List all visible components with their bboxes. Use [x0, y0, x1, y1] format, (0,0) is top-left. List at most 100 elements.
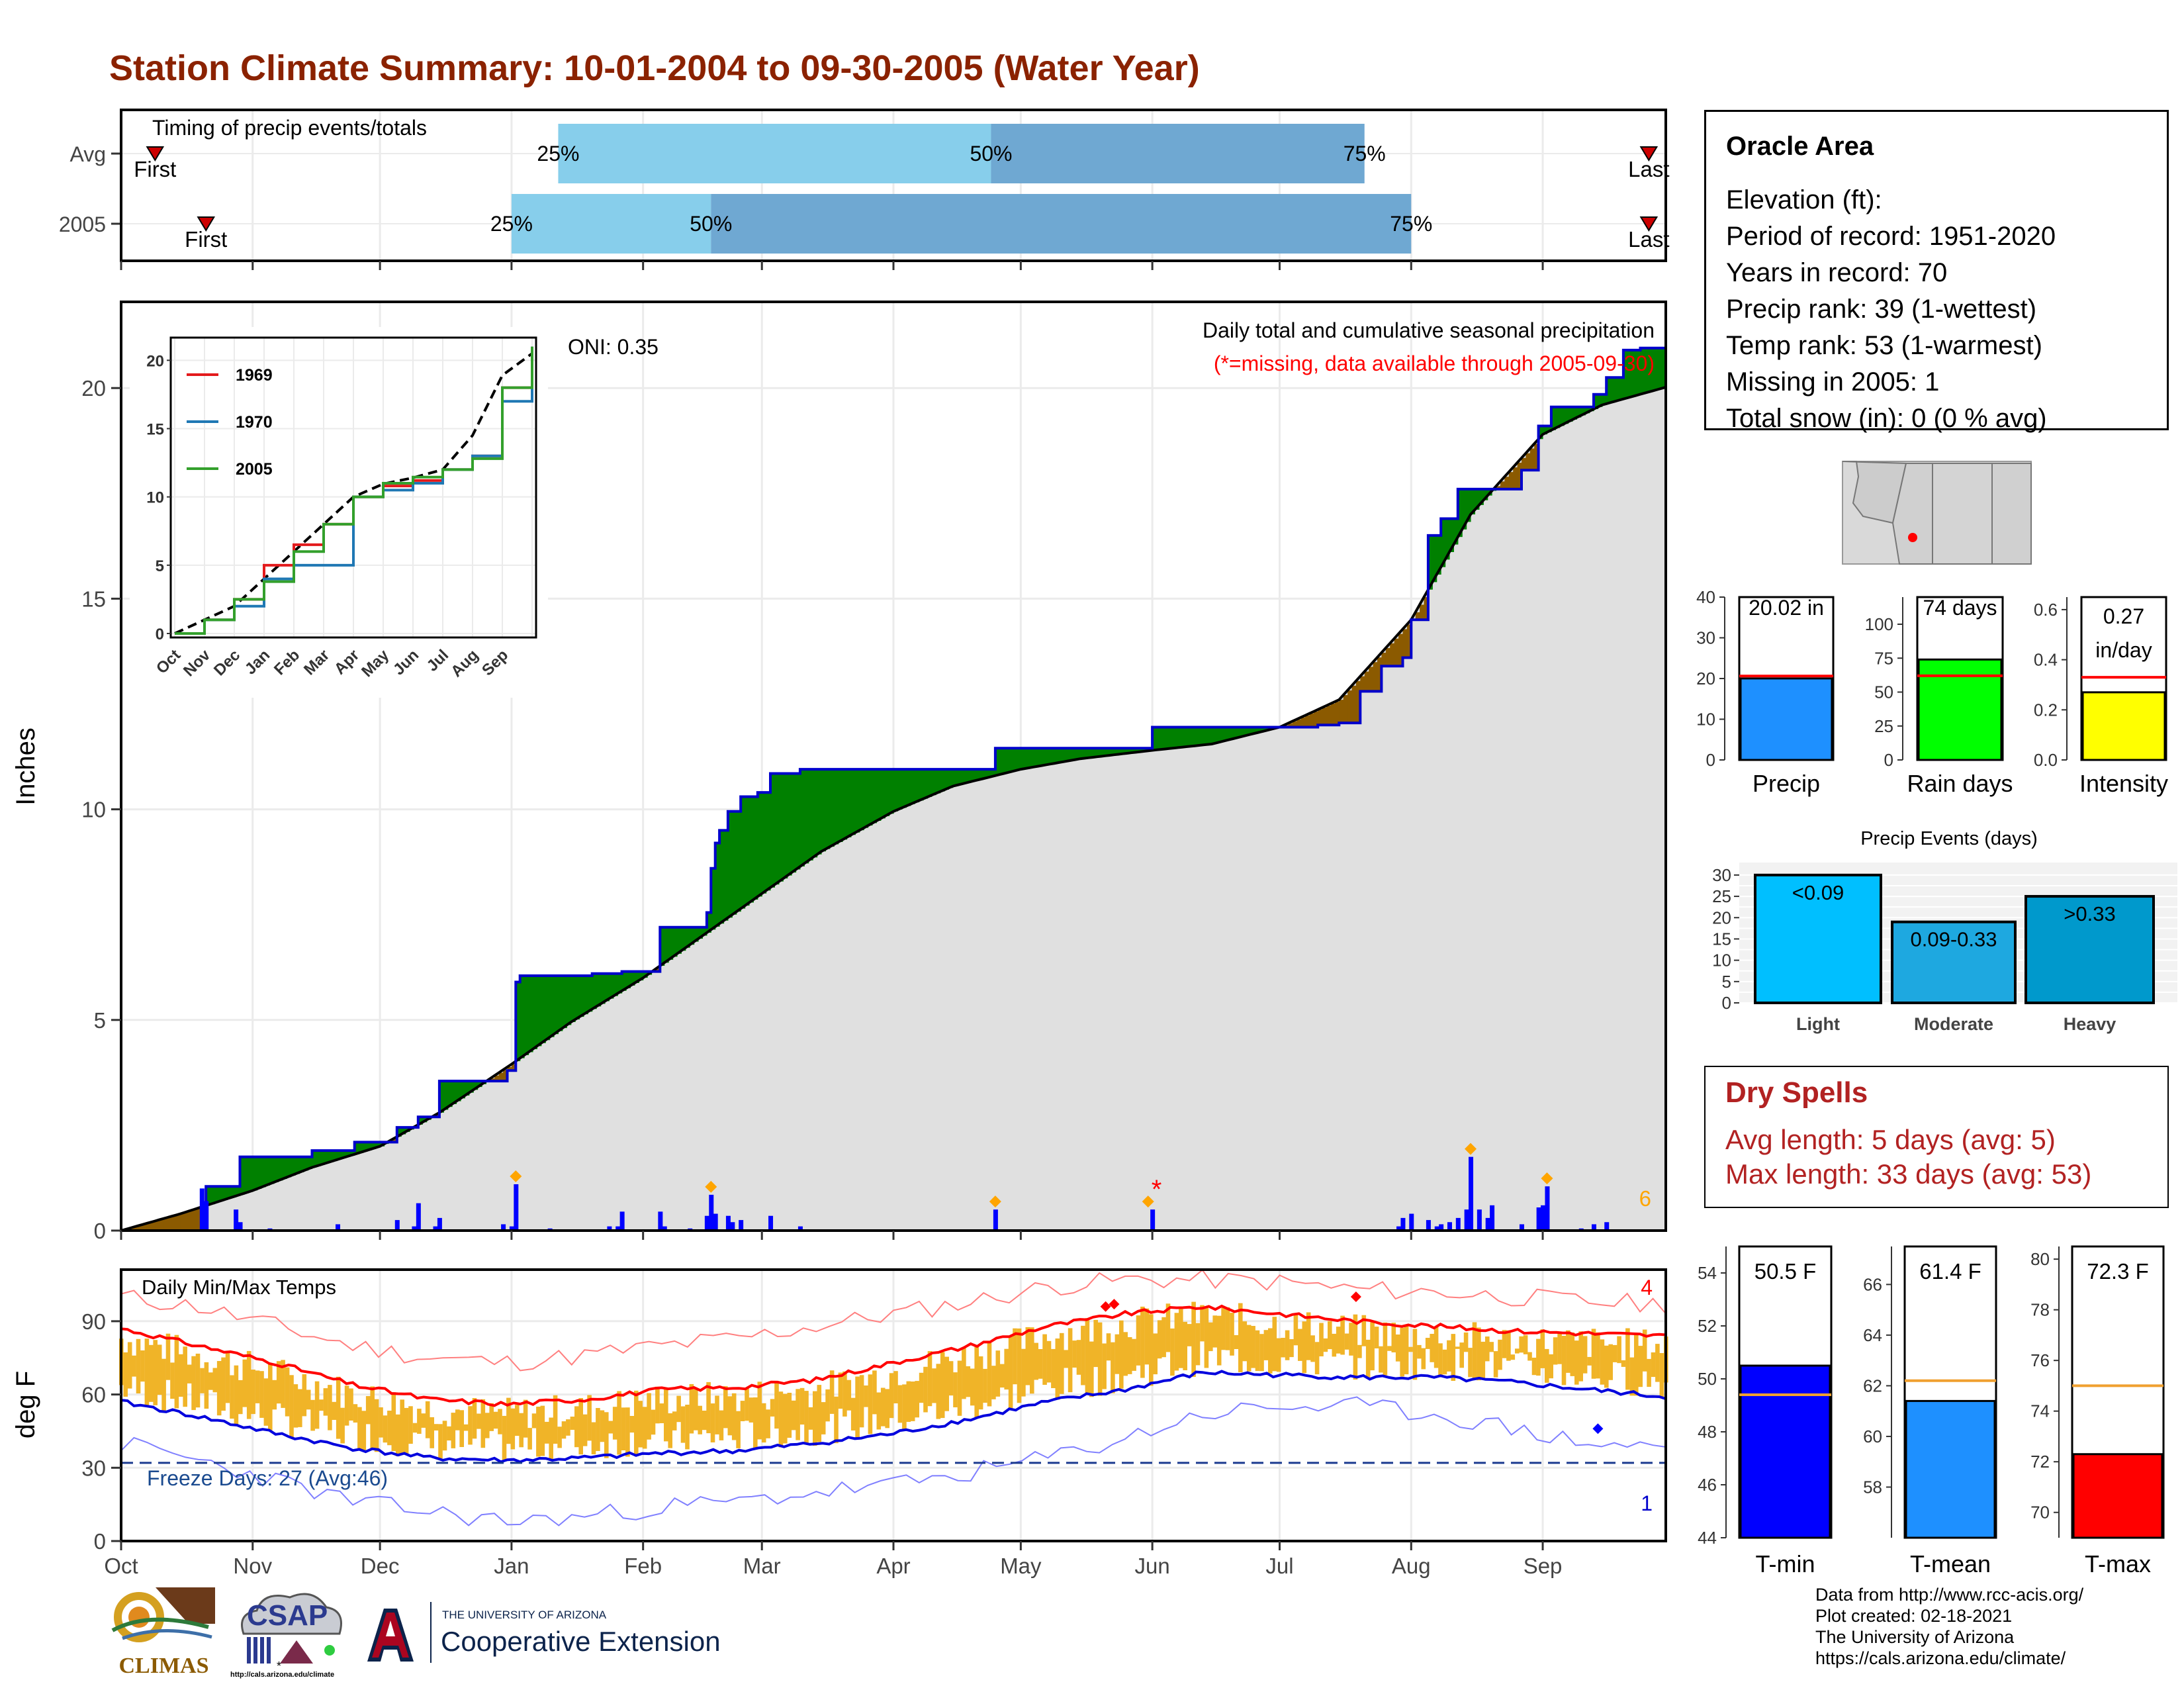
precip-daily-bar — [433, 1226, 438, 1231]
temp-daily-bar — [566, 1419, 570, 1436]
temp-bar-ytick-label: 78 — [2030, 1300, 2050, 1320]
precip-daily-bar — [1519, 1224, 1524, 1231]
precip-deficit-segment — [1351, 685, 1357, 724]
temp-daily-bar — [208, 1372, 213, 1390]
precip-surplus-segment — [681, 927, 686, 951]
precip-extreme-count: 6 — [1639, 1186, 1651, 1211]
temp-daily-bar — [974, 1345, 979, 1418]
ua-small-text: THE UNIVERSITY OF ARIZONA — [442, 1609, 607, 1621]
sidebar-bar-label: Rain days — [1907, 770, 2013, 797]
precip-observed-line — [121, 346, 1667, 1232]
events-bar-label: 0.09-0.33 — [1911, 928, 1997, 951]
precip-surplus-segment — [927, 769, 933, 797]
temp-daily-bar — [1523, 1335, 1528, 1354]
temp-daily-bar — [1161, 1317, 1166, 1358]
temp-record-high-marker — [1109, 1299, 1120, 1310]
precip-deficit-segment — [150, 1222, 156, 1231]
temp-daily-bar — [1246, 1325, 1251, 1372]
temp-daily-bar — [880, 1387, 886, 1427]
timing-50-label: 50% — [970, 142, 1012, 165]
precip-surplus-segment — [1547, 426, 1552, 432]
temp-daily-bar — [1361, 1315, 1367, 1346]
temp-daily-bar — [251, 1370, 255, 1415]
precip-surplus-segment — [320, 1150, 326, 1165]
temp-daily-bar — [1336, 1327, 1341, 1354]
temp-daily-bar — [1051, 1348, 1056, 1388]
precip-surplus-segment — [583, 976, 588, 1015]
temp-daily-bar — [1030, 1327, 1034, 1394]
temp-daily-bar — [1433, 1327, 1439, 1368]
temp-daily-bar — [1272, 1317, 1277, 1372]
precip-deficit-segment — [189, 1211, 194, 1231]
temp-bar-label: T-max — [2085, 1550, 2151, 1577]
svg-text:*: * — [277, 1660, 281, 1673]
temp-daily-bar — [749, 1397, 754, 1423]
temp-value-bar — [2072, 1453, 2163, 1539]
precip-surplus-segment — [613, 973, 618, 996]
precip-surplus-segment — [1623, 350, 1628, 399]
temp-daily-bar — [1136, 1315, 1141, 1366]
precip-daily-bar — [1409, 1213, 1414, 1231]
temp-daily-bar — [655, 1386, 660, 1424]
precip-surplus-segment — [1258, 727, 1263, 733]
temp-daily-bar — [694, 1388, 698, 1430]
precip-deficit-segment — [1513, 467, 1518, 489]
temp-daily-bar — [183, 1346, 187, 1407]
temp-daily-bar — [1459, 1342, 1464, 1368]
temp-daily-bar — [395, 1414, 400, 1456]
temp-daily-bar — [838, 1372, 843, 1409]
temp-daily-bar — [770, 1399, 775, 1417]
precip-surplus-segment — [1594, 394, 1598, 409]
temp-daily-bar — [451, 1413, 456, 1448]
precip-surplus-segment — [1195, 727, 1200, 746]
temp-daily-bar — [570, 1417, 575, 1430]
temp-daily-bar — [1216, 1315, 1222, 1366]
temp-daily-bar — [1140, 1306, 1145, 1378]
precip-surplus-segment — [375, 1142, 381, 1148]
precip-surplus-segment — [1071, 748, 1077, 761]
precip-daily-bar — [1434, 1226, 1439, 1231]
temp-ytick-label: 90 — [81, 1309, 106, 1334]
temp-daily-bar — [829, 1370, 835, 1414]
temp-daily-bar — [753, 1397, 758, 1449]
precip-deficit-segment — [1288, 723, 1293, 727]
temp-avg-min-line — [120, 1370, 1666, 1464]
temp-daily-bar — [1442, 1349, 1447, 1375]
temp-daily-bar — [923, 1366, 928, 1413]
temp-daily-bar — [731, 1393, 737, 1440]
precip-deficit-segment — [1347, 690, 1353, 724]
precip-surplus-segment — [1657, 348, 1662, 390]
temp-daily-bar — [1060, 1333, 1064, 1394]
precip-surplus-segment — [821, 769, 826, 852]
precip-surplus-segment — [447, 1081, 453, 1107]
temp-daily-bar — [293, 1384, 298, 1428]
events-category-label: Heavy — [2064, 1014, 2116, 1034]
temp-daily-bar — [932, 1368, 936, 1403]
temp-daily-bar — [1438, 1343, 1443, 1376]
precip-surplus-segment — [278, 1156, 283, 1181]
ua-a-icon — [361, 1606, 420, 1664]
temp-daily-bar — [621, 1407, 626, 1450]
temp-daily-bar — [1306, 1312, 1311, 1360]
temp-daily-bar — [672, 1411, 677, 1430]
temp-daily-bar — [1106, 1333, 1111, 1361]
temp-daily-bar — [468, 1406, 473, 1445]
temp-daily-bar — [1647, 1358, 1651, 1387]
temp-daily-bar — [1400, 1327, 1404, 1377]
temp-daily-bar — [1638, 1346, 1643, 1387]
temp-daily-bar — [1017, 1328, 1022, 1403]
info-missing: Missing in 2005: 1 — [1726, 367, 1940, 397]
precip-daily-bar — [619, 1211, 625, 1231]
precip-surplus-segment — [1173, 727, 1179, 749]
temp-daily-bar — [1582, 1336, 1588, 1374]
temp-daily-bar — [1242, 1321, 1248, 1362]
credit-plot-date: Plot created: 02-18-2021 — [1815, 1606, 2013, 1626]
precip-deficit-segment — [167, 1217, 173, 1231]
temp-daily-bar — [1349, 1323, 1353, 1356]
timing-first-label: First — [134, 157, 176, 181]
temp-daily-bar — [1000, 1364, 1005, 1388]
precip-deficit-segment — [1534, 444, 1539, 471]
temp-daily-bar — [234, 1365, 239, 1425]
temp-daily-bar — [340, 1407, 345, 1444]
precip-daily-bar — [993, 1209, 998, 1231]
